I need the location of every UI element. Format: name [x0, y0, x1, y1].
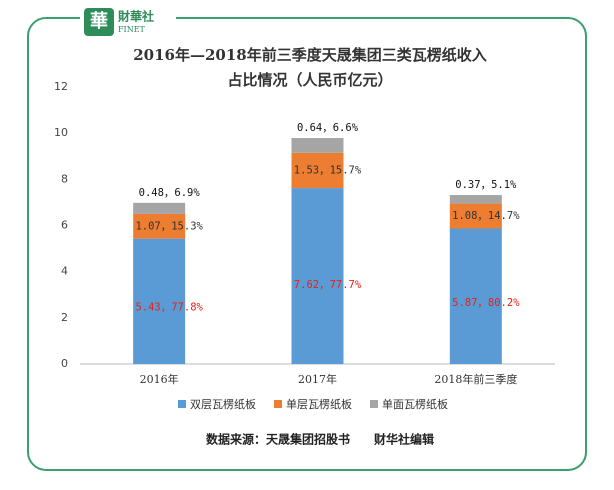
x-tick-label: 2016年 — [140, 372, 179, 386]
bar-segment — [133, 202, 186, 214]
data-label: 0.37，5.1% — [455, 179, 517, 191]
logo-mark — [84, 8, 114, 36]
y-tick-label: 4 — [61, 265, 68, 278]
chart-title: 2016年—2018年前三季度天晟集团三类瓦楞纸收入 — [133, 46, 487, 64]
y-tick-label: 8 — [61, 172, 68, 185]
y-tick-label: 2 — [61, 311, 68, 324]
y-tick-label: 10 — [54, 126, 68, 139]
legend-swatch — [370, 400, 378, 408]
legend-swatch — [178, 400, 186, 408]
logo-name: 財華社 — [117, 9, 154, 24]
x-tick-label: 2018年前三季度 — [434, 372, 517, 386]
x-tick-label: 2017年 — [298, 372, 337, 386]
data-label: 1.07，15.3% — [135, 220, 203, 232]
bar-segment — [133, 238, 186, 364]
legend-label: 单面瓦楞纸板 — [382, 397, 448, 411]
y-tick-label: 0 — [61, 357, 68, 370]
legend-swatch — [274, 400, 282, 408]
legend-label: 双层瓦楞纸板 — [190, 397, 256, 411]
y-tick-label: 12 — [54, 80, 68, 93]
data-label: 5.87，80.2% — [452, 297, 520, 309]
data-label: 5.43，77.8% — [135, 302, 203, 314]
data-label: 0.64，6.6% — [297, 122, 359, 134]
bar-segment — [291, 188, 344, 364]
source: 数据来源：天晟集团招股书 财华社编辑 — [206, 432, 434, 447]
data-label: 7.62，77.7% — [294, 279, 362, 291]
logo-glyph: 華 — [90, 10, 108, 32]
data-label: 1.53，15.7% — [294, 164, 362, 176]
bar-segment — [449, 228, 502, 364]
bar-segment — [449, 195, 502, 204]
data-label: 1.08，14.7% — [452, 210, 520, 222]
legend-label: 单层瓦楞纸板 — [286, 397, 352, 411]
bar-segment — [449, 203, 502, 229]
bar-segment — [291, 152, 344, 189]
data-label: 0.48，6.9% — [139, 187, 201, 199]
chart-title: 占比情况（人民币亿元） — [227, 71, 392, 89]
logo-sub: FINET — [118, 25, 146, 34]
y-tick-label: 6 — [61, 219, 68, 232]
bar-segment — [133, 213, 186, 239]
bar-segment — [291, 138, 344, 153]
